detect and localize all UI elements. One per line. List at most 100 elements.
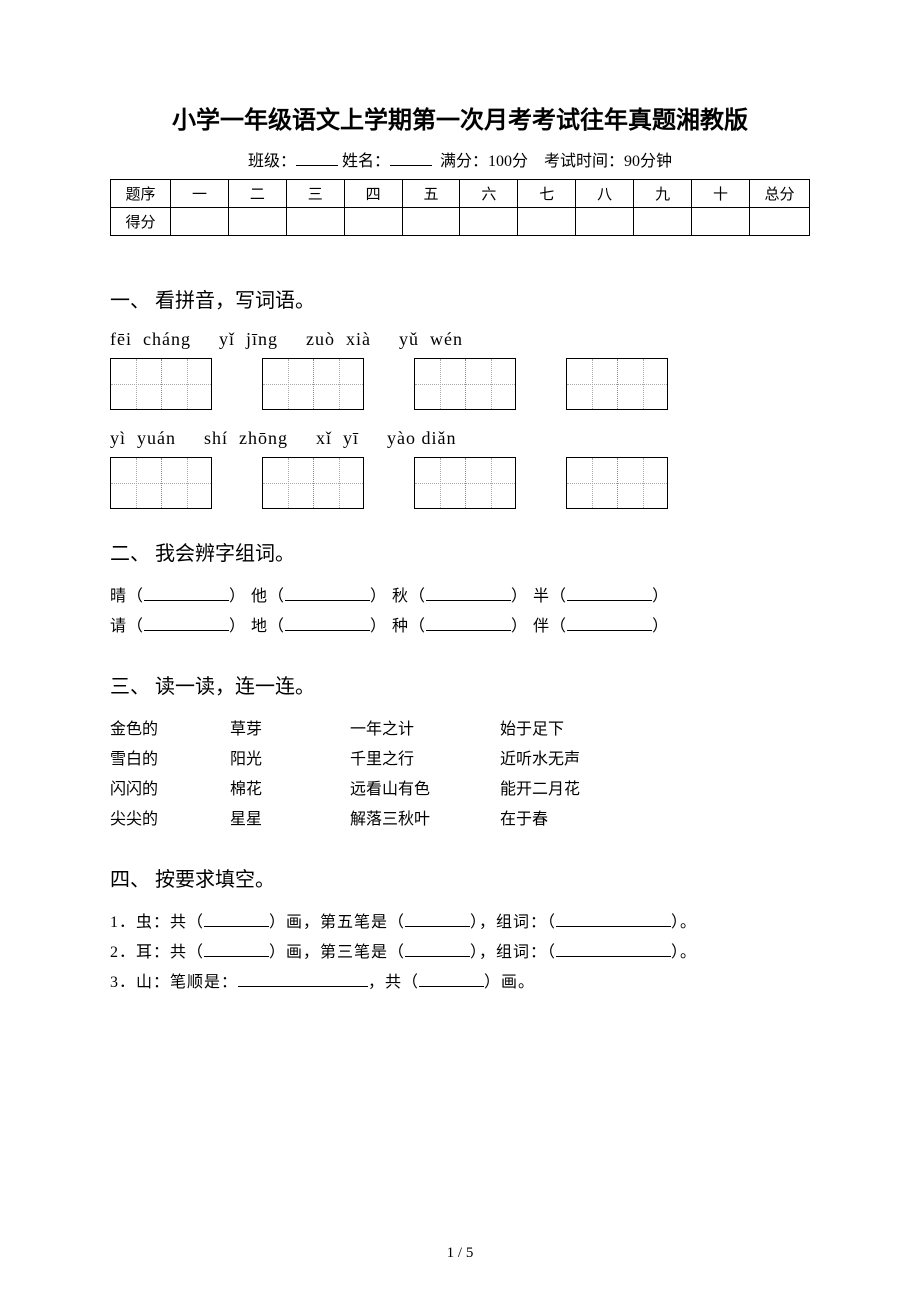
blank-cell[interactable]: [460, 208, 518, 236]
section4-line: 1．虫：共（）画，第五笔是（），组词：（）。: [110, 908, 810, 938]
match-row: 金色的 草芽 一年之计 始于足下: [110, 715, 810, 745]
text: 2．耳：共（: [110, 944, 204, 961]
pinyin-row: fēi cháng yǐ jīng zuò xià yǔ wén: [110, 329, 810, 350]
text: ），组词：（: [470, 944, 556, 961]
class-blank[interactable]: [296, 152, 338, 166]
char-box-pair[interactable]: [566, 358, 668, 410]
char-box-pair[interactable]: [566, 457, 668, 509]
time-label: 考试时间：: [544, 153, 624, 170]
fill-blank[interactable]: [556, 913, 671, 927]
char-box-pair[interactable]: [110, 457, 212, 509]
fill-blank[interactable]: [285, 617, 370, 631]
match-item: 星星: [230, 805, 350, 835]
match-item: 能开二月花: [500, 775, 810, 805]
blank-cell[interactable]: [344, 208, 402, 236]
fill-blank[interactable]: [556, 943, 671, 957]
fill-blank[interactable]: [405, 943, 470, 957]
text: ）画。: [484, 974, 535, 991]
text: 3．山：笔顺是：: [110, 974, 238, 991]
section2-heading: 二、 我会辨字组词。: [110, 537, 810, 566]
text: ）: [652, 618, 669, 635]
table-row-score: 得分: [111, 208, 810, 236]
fill-blank[interactable]: [238, 973, 368, 987]
pinyin-item: xǐ yī: [316, 428, 359, 449]
match-row: 闪闪的 棉花 远看山有色 能开二月花: [110, 775, 810, 805]
section1-heading: 一、 看拼音，写词语。: [110, 284, 810, 313]
text: ），组词：（: [470, 914, 556, 931]
class-label: 班级：: [248, 153, 296, 170]
cell: 九: [634, 180, 692, 208]
fill-blank[interactable]: [204, 913, 269, 927]
cell: 六: [460, 180, 518, 208]
section2-line1: 晴（） 他（） 秋（） 半（）: [110, 582, 810, 612]
blank-cell[interactable]: [228, 208, 286, 236]
text: ）: [652, 588, 669, 605]
fill-blank[interactable]: [419, 973, 484, 987]
blank-cell[interactable]: [634, 208, 692, 236]
match-item: 尖尖的: [110, 805, 230, 835]
match-item: 在于春: [500, 805, 810, 835]
match-item: 远看山有色: [350, 775, 500, 805]
section2-line2: 请（） 地（） 种（） 伴（）: [110, 612, 810, 642]
pinyin-item: yǐ jīng: [219, 329, 278, 350]
score-table: 题序 一 二 三 四 五 六 七 八 九 十 总分 得分: [110, 179, 810, 236]
blank-cell[interactable]: [171, 208, 229, 236]
blank-cell[interactable]: [402, 208, 460, 236]
match-item: 阳光: [230, 745, 350, 775]
char-box-pair[interactable]: [262, 358, 364, 410]
text: ） 他（: [229, 588, 285, 605]
text: ）。: [671, 914, 697, 931]
fill-blank[interactable]: [426, 587, 511, 601]
char-box-row: [110, 358, 810, 410]
fill-blank[interactable]: [144, 587, 229, 601]
match-item: 草芽: [230, 715, 350, 745]
blank-cell[interactable]: [750, 208, 810, 236]
char-box-pair[interactable]: [262, 457, 364, 509]
match-item: 近听水无声: [500, 745, 810, 775]
match-item: 闪闪的: [110, 775, 230, 805]
match-item: 千里之行: [350, 745, 500, 775]
match-row: 尖尖的 星星 解落三秋叶 在于春: [110, 805, 810, 835]
section4-line: 3．山：笔顺是： ，共（ ）画。: [110, 968, 810, 998]
blank-cell[interactable]: [576, 208, 634, 236]
cell-tixu: 题序: [111, 180, 171, 208]
fill-blank[interactable]: [144, 617, 229, 631]
name-label: 姓名：: [342, 153, 390, 170]
blank-cell[interactable]: [286, 208, 344, 236]
text: ）画，第五笔是（: [269, 914, 405, 931]
pinyin-item: yào diǎn: [387, 428, 456, 449]
section4-body: 1．虫：共（）画，第五笔是（），组词：（）。2．耳：共（）画，第三笔是（），组词…: [110, 908, 810, 998]
section4-line: 2．耳：共（）画，第三笔是（），组词：（）。: [110, 938, 810, 968]
fill-blank[interactable]: [204, 943, 269, 957]
char-box-pair[interactable]: [414, 457, 516, 509]
char-box-pair[interactable]: [110, 358, 212, 410]
name-blank[interactable]: [390, 152, 432, 166]
blank-cell[interactable]: [692, 208, 750, 236]
fill-blank[interactable]: [567, 617, 652, 631]
fill-blank[interactable]: [405, 913, 470, 927]
cell: 八: [576, 180, 634, 208]
time-value: 90分钟: [624, 153, 672, 170]
text: ） 伴（: [511, 618, 567, 635]
text: 请（: [110, 618, 144, 635]
fill-blank[interactable]: [567, 587, 652, 601]
fill-blank[interactable]: [285, 587, 370, 601]
fill-blank[interactable]: [426, 617, 511, 631]
pinyin-item: shí zhōng: [204, 428, 288, 449]
match-item: 解落三秋叶: [350, 805, 500, 835]
page-footer: 1 / 5: [0, 1245, 920, 1262]
match-item: 一年之计: [350, 715, 500, 745]
text: ） 秋（: [370, 588, 426, 605]
fullscore-label: 满分：: [440, 153, 488, 170]
text: ，共（: [368, 974, 419, 991]
pinyin-item: zuò xià: [306, 329, 371, 350]
char-box-pair[interactable]: [414, 358, 516, 410]
cell: 四: [344, 180, 402, 208]
blank-cell[interactable]: [518, 208, 576, 236]
cell: 一: [171, 180, 229, 208]
text: ）画，第三笔是（: [269, 944, 405, 961]
text: ） 种（: [370, 618, 426, 635]
match-item: 始于足下: [500, 715, 810, 745]
cell: 五: [402, 180, 460, 208]
meta-line: 班级： 姓名： 满分：100分 考试时间：90分钟: [110, 147, 810, 171]
